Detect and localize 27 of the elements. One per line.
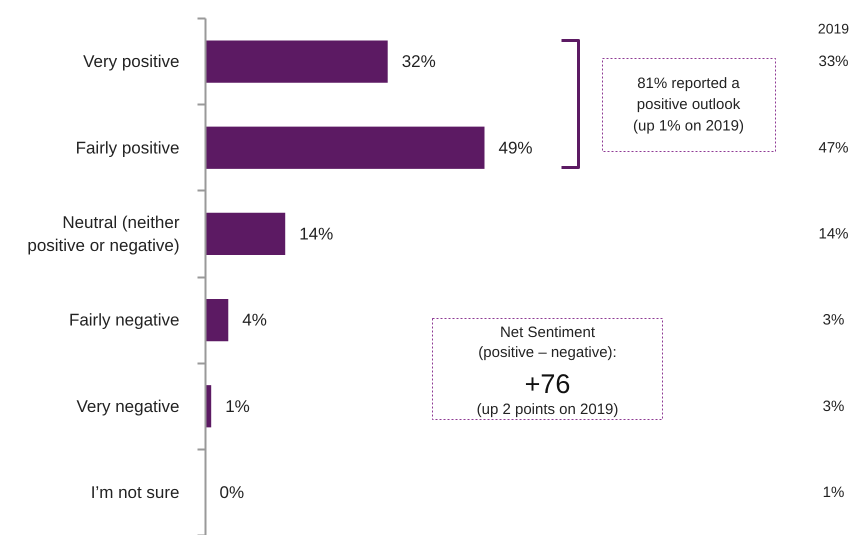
y-tick-label: Neutral (neither positive or negative) — [27, 213, 180, 255]
bar — [206, 126, 484, 169]
text: 3% — [822, 312, 844, 329]
data-label: 0% — [220, 482, 244, 502]
text: 3% — [822, 398, 844, 415]
y-tick-label: I’m not sure — [90, 482, 180, 502]
text: 1% — [822, 484, 844, 501]
bar — [206, 212, 286, 256]
text: 2019 — [818, 20, 850, 36]
y-tick-label: Fairly positive — [76, 138, 180, 158]
data-label: 4% — [242, 310, 267, 330]
text: 81% reported a positive outlook (up 1% on 2019) — [633, 74, 744, 134]
data-label: 14% — [299, 224, 334, 244]
annotation: (up 2 points on 2019) — [476, 401, 618, 418]
data-label: 1% — [225, 396, 250, 416]
text: 33% — [818, 53, 849, 70]
data-label: 49% — [498, 138, 533, 158]
bar — [206, 298, 228, 342]
y-tick-label: Very negative — [76, 396, 180, 416]
text: 14% — [818, 225, 849, 242]
y-tick-label: Fairly negative — [68, 310, 180, 330]
text: 47% — [818, 139, 849, 156]
annotation: Net Sentiment (positive – negative): — [478, 324, 617, 362]
bar — [206, 40, 388, 83]
text: +76 — [524, 369, 570, 399]
data-label: 32% — [402, 52, 436, 72]
y-tick-label: Very positive — [83, 52, 180, 72]
